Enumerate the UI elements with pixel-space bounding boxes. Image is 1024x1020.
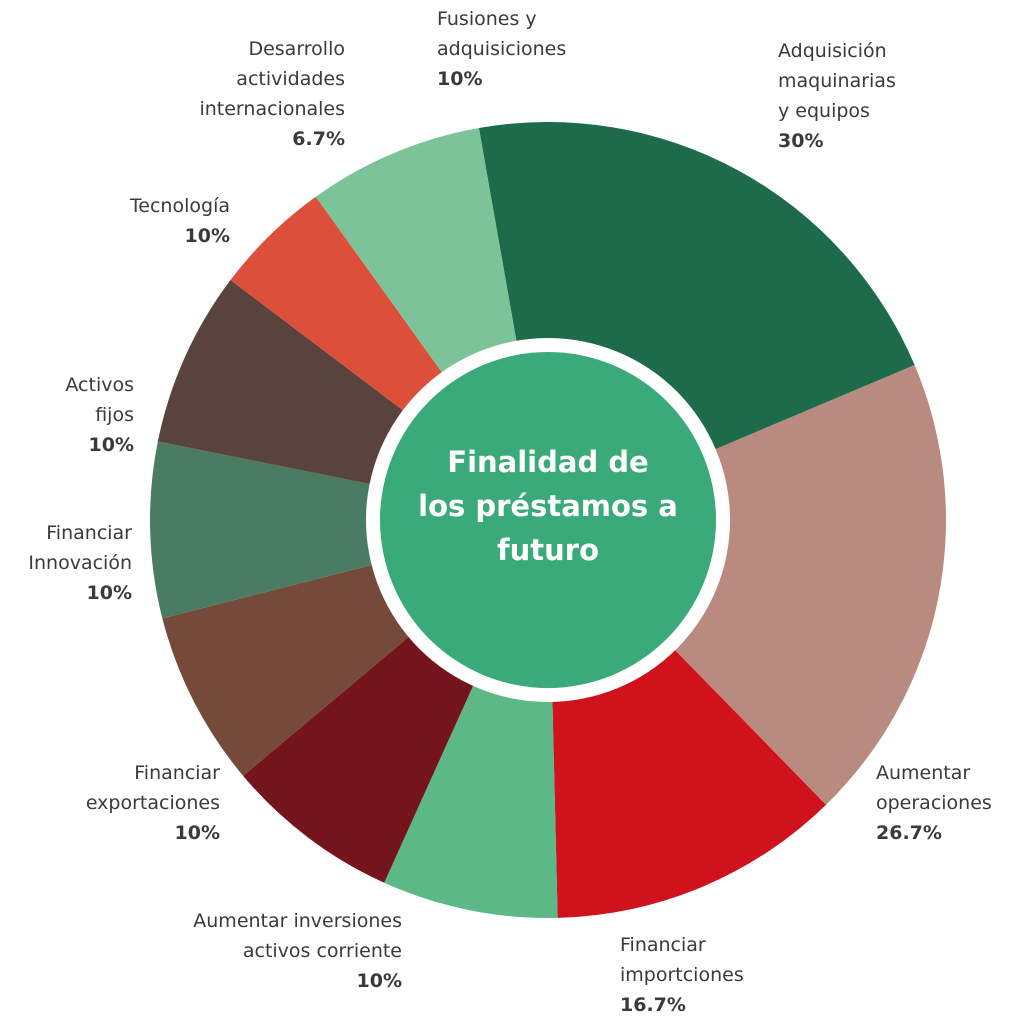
category-name: Aumentar inversiones activos corriente	[193, 910, 402, 962]
category-name: Aumentar operaciones	[876, 762, 992, 814]
center-circle	[380, 352, 716, 688]
slice-label: Financiar Innovación 10%	[28, 518, 132, 608]
value-label: 10%	[184, 225, 230, 247]
category-name: Tecnología	[129, 195, 230, 217]
category-name: Financiar Innovación	[28, 522, 132, 574]
slice-label: Tecnología 10%	[130, 191, 230, 251]
value-label: 26.7%	[876, 822, 942, 844]
slice-label: Financiar exportaciones 10%	[86, 758, 220, 848]
category-name: Desarrollo actividades internacionales	[199, 38, 345, 120]
chart-title: Finalidad de los préstamos a futuro	[418, 445, 678, 567]
slice-label: Financiar importciones 16.7%	[620, 930, 744, 1020]
donut-slice	[548, 365, 946, 805]
slice-label: Aumentar inversiones activos corriente 10…	[193, 906, 402, 996]
slice-label: Adquisición maquinarias y equipos 30%	[778, 36, 896, 156]
category-name: Adquisición maquinarias y equipos	[778, 40, 896, 122]
value-label: 10%	[86, 582, 132, 604]
category-name: Fusiones y adquisiciones	[437, 8, 567, 60]
value-label: 30%	[778, 130, 824, 152]
value-label: 16.7%	[620, 994, 686, 1016]
category-name: Activos fijos	[65, 374, 134, 426]
value-label: 10%	[88, 434, 134, 456]
donut-slice	[150, 441, 549, 619]
slice-label: Activos fijos 10%	[65, 370, 134, 460]
slice-label: Desarrollo actividades internacionales 6.…	[199, 34, 345, 154]
category-name: Financiar importciones	[620, 934, 744, 986]
slice-label: Aumentar operaciones 26.7%	[876, 758, 992, 848]
slice-label: Fusiones y adquisiciones 10%	[437, 4, 566, 94]
value-label: 10%	[437, 68, 483, 90]
value-label: 6.7%	[292, 128, 345, 150]
value-label: 10%	[356, 970, 402, 992]
value-label: 10%	[174, 822, 220, 844]
category-name: Financiar exportaciones	[85, 762, 220, 814]
